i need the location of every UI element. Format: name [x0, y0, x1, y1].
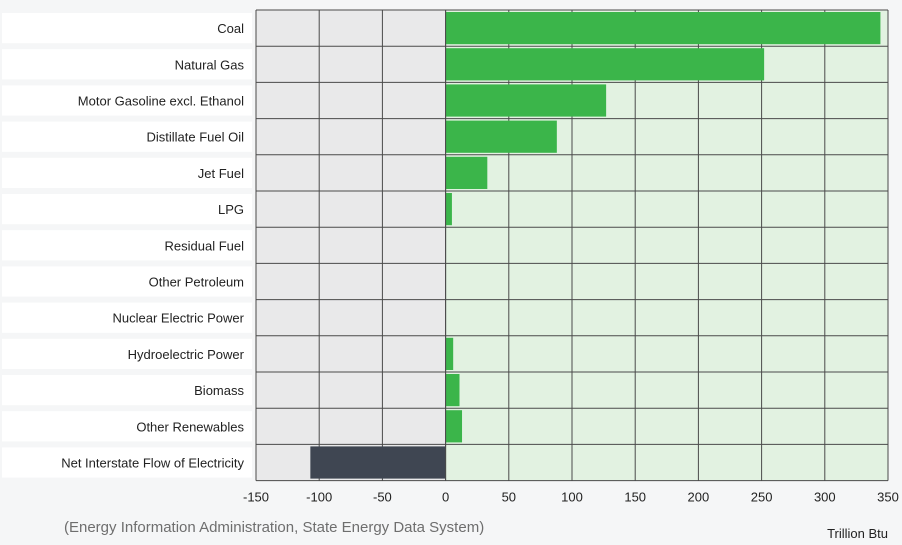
category-label: Coal [217, 21, 244, 36]
negative-region [256, 10, 446, 481]
category-label: Residual Fuel [165, 238, 245, 253]
x-tick-label: 350 [877, 490, 899, 505]
category-label-box [2, 13, 252, 44]
bar [445, 48, 765, 81]
category-label-box [2, 338, 252, 369]
category-label-box [2, 194, 252, 225]
x-tick-label: -150 [243, 490, 269, 505]
bar [445, 410, 463, 443]
category-label-box [2, 447, 252, 478]
category-label: Distillate Fuel Oil [146, 130, 244, 145]
category-label: Other Renewables [136, 419, 244, 434]
category-label: Net Interstate Flow of Electricity [61, 456, 244, 471]
x-tick-label: -50 [373, 490, 392, 505]
category-label-box [2, 375, 252, 406]
category-label: Motor Gasoline excl. Ethanol [78, 94, 244, 109]
bar [310, 446, 446, 479]
x-tick-label: 200 [688, 490, 710, 505]
category-label-box [2, 230, 252, 261]
bar [445, 337, 454, 370]
bar [445, 84, 607, 117]
x-tick-label: 150 [624, 490, 646, 505]
source-note: (Energy Information Administration, Stat… [64, 519, 485, 536]
x-tick-label: -100 [306, 490, 332, 505]
category-label: Jet Fuel [198, 166, 244, 181]
x-tick-label: 300 [814, 490, 836, 505]
category-label: Biomass [194, 383, 244, 398]
category-label: LPG [218, 202, 244, 217]
x-tick-label: 0 [442, 490, 449, 505]
category-label-box [2, 411, 252, 442]
category-label: Hydroelectric Power [128, 347, 245, 362]
x-tick-label: 250 [751, 490, 773, 505]
category-label: Other Petroleum [149, 275, 244, 290]
bar [445, 156, 488, 189]
category-label-box [2, 266, 252, 297]
category-label-box [2, 302, 252, 333]
bar [445, 12, 881, 45]
category-label-box [2, 49, 252, 80]
x-tick-label: 100 [561, 490, 583, 505]
category-label: Natural Gas [175, 57, 245, 72]
x-tick-label: 50 [502, 490, 516, 505]
bar [445, 374, 460, 407]
category-label-box [2, 85, 252, 116]
bar [445, 193, 452, 226]
bar [445, 120, 557, 153]
category-label: Nuclear Electric Power [113, 311, 245, 326]
category-label-box [2, 157, 252, 188]
x-axis-unit-label: Trillion Btu [827, 526, 888, 541]
positive-region [445, 10, 888, 481]
category-label-box [2, 121, 252, 152]
